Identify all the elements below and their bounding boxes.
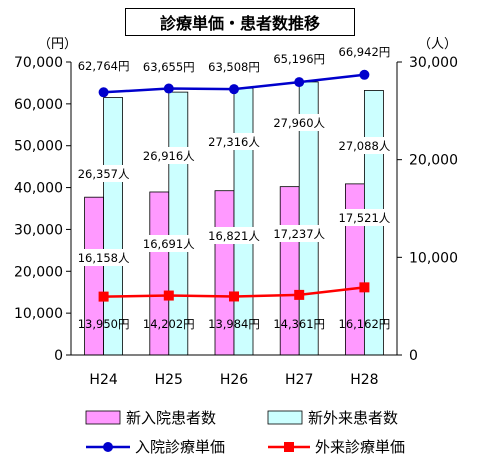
y-right-tick-label: 10,000 bbox=[409, 250, 458, 266]
y-left-tick-label: 70,000 bbox=[14, 55, 63, 71]
y-right-unit: （人） bbox=[418, 37, 457, 52]
chart-title: 診療単価・患者数推移 bbox=[125, 8, 355, 36]
y-left-tick-label: 40,000 bbox=[14, 181, 63, 197]
legend-marker-inpatient-unit-price bbox=[103, 442, 113, 452]
legend-swatch-new-outpatients bbox=[267, 410, 303, 425]
point-inpatient-unit-price bbox=[98, 87, 109, 98]
label-outpatient-unit-price: 16,162円 bbox=[339, 317, 391, 331]
bar-new-inpatients bbox=[84, 196, 104, 356]
label-new-outpatients: 27,088人 bbox=[339, 139, 391, 153]
y-right-tick-label: 0 bbox=[409, 348, 418, 364]
point-inpatient-unit-price bbox=[229, 84, 239, 95]
x-tick-label: H27 bbox=[285, 372, 313, 388]
label-new-inpatients: 16,691人 bbox=[143, 237, 195, 251]
label-bg bbox=[138, 235, 199, 252]
x-tick-label: H25 bbox=[155, 372, 183, 388]
label-new-outpatients: 26,916人 bbox=[143, 149, 195, 163]
label-new-outpatients: 27,316人 bbox=[208, 135, 260, 149]
label-new-outpatients: 27,960人 bbox=[273, 116, 325, 130]
label-bg bbox=[269, 225, 330, 242]
label-bg bbox=[73, 165, 134, 182]
y-left-tick-label: 0 bbox=[54, 348, 63, 364]
y-right-tick-label: 30,000 bbox=[409, 55, 458, 71]
label-outpatient-unit-price: 13,984円 bbox=[208, 317, 260, 331]
point-outpatient-unit-price bbox=[294, 289, 305, 300]
label-bg bbox=[73, 249, 134, 266]
label-new-inpatients: 17,521人 bbox=[339, 211, 391, 225]
legend-swatch-new-inpatients bbox=[85, 410, 121, 425]
x-tick-label: H26 bbox=[220, 372, 248, 388]
label-inpatient-unit-price: 63,655円 bbox=[143, 60, 195, 74]
label-bg bbox=[269, 114, 330, 131]
bar-new-outpatients bbox=[168, 91, 189, 356]
label-bg bbox=[138, 147, 199, 164]
label-outpatient-unit-price: 14,202円 bbox=[143, 317, 195, 331]
legend-marker-outpatient-unit-price bbox=[284, 442, 294, 452]
label-bg bbox=[334, 209, 395, 226]
legend-label-new-inpatients: 新入院患者数 bbox=[126, 409, 216, 427]
x-tick-label: H24 bbox=[89, 372, 117, 388]
point-outpatient-unit-price bbox=[163, 290, 174, 301]
label-new-inpatients: 17,237人 bbox=[273, 227, 325, 241]
point-inpatient-unit-price bbox=[359, 69, 370, 80]
legend-label-new-outpatients: 新外来患者数 bbox=[308, 409, 398, 427]
y-left-tick-label: 20,000 bbox=[14, 264, 63, 280]
label-bg bbox=[204, 133, 264, 150]
label-bg bbox=[204, 227, 264, 244]
y-left-tick-label: 50,000 bbox=[14, 139, 63, 155]
label-inpatient-unit-price: 62,764円 bbox=[78, 59, 130, 73]
point-inpatient-unit-price bbox=[294, 77, 305, 88]
x-tick-label: H28 bbox=[350, 372, 378, 388]
label-inpatient-unit-price: 63,508円 bbox=[208, 60, 260, 74]
y-left-tick-label: 30,000 bbox=[14, 222, 63, 238]
label-bg bbox=[334, 137, 395, 154]
point-outpatient-unit-price bbox=[98, 291, 109, 302]
label-new-inpatients: 16,158人 bbox=[78, 251, 130, 265]
bar-new-outpatients bbox=[233, 87, 254, 356]
point-outpatient-unit-price bbox=[229, 291, 239, 302]
label-outpatient-unit-price: 13,950円 bbox=[78, 317, 130, 331]
y-left-unit: （円） bbox=[38, 37, 77, 52]
y-left-tick-label: 10,000 bbox=[14, 306, 63, 322]
y-right-tick-label: 20,000 bbox=[409, 153, 458, 169]
label-inpatient-unit-price: 66,942円 bbox=[339, 45, 391, 59]
label-inpatient-unit-price: 65,196円 bbox=[273, 52, 325, 66]
label-new-outpatients: 26,357人 bbox=[78, 167, 130, 181]
legend-label-inpatient-unit-price: 入院診療単価 bbox=[135, 438, 225, 456]
y-left-tick-label: 60,000 bbox=[14, 97, 63, 113]
label-new-inpatients: 16,821人 bbox=[208, 229, 260, 243]
point-outpatient-unit-price bbox=[359, 282, 370, 293]
legend-label-outpatient-unit-price: 外来診療単価 bbox=[315, 438, 405, 456]
label-outpatient-unit-price: 14,361円 bbox=[273, 317, 325, 331]
point-inpatient-unit-price bbox=[163, 83, 174, 94]
